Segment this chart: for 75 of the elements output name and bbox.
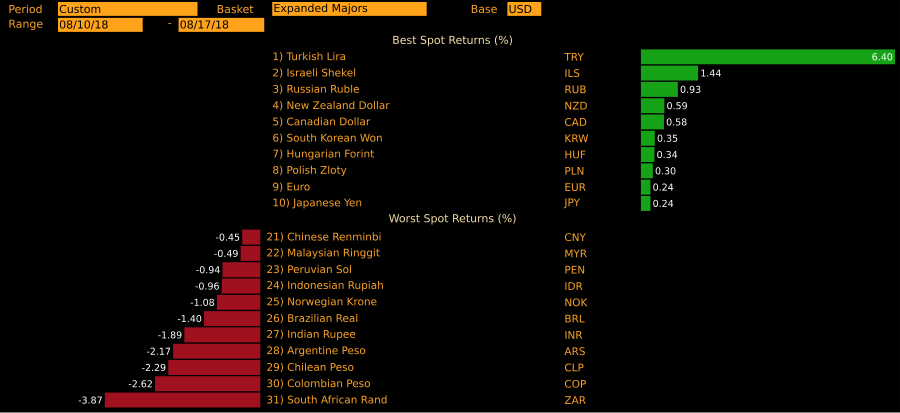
y-tick-label: 31) South African Rand bbox=[267, 396, 386, 405]
data-label: -0.49 bbox=[214, 250, 238, 258]
text: TRY bbox=[564, 53, 584, 61]
data-label: 0.35 bbox=[658, 134, 678, 142]
y-tick-label: 24) Indonesian Rupiah bbox=[267, 281, 383, 292]
text: HUF bbox=[565, 150, 586, 159]
text: Best Spot Returns (%) bbox=[393, 36, 512, 46]
text: ZAR bbox=[564, 396, 586, 404]
text: PLN bbox=[565, 167, 584, 175]
text: Period bbox=[9, 4, 42, 14]
y-tick-label: 21) Chinese Renminbi bbox=[267, 232, 380, 242]
y-tick-label: 7) Hungarian Forint bbox=[273, 150, 374, 160]
text: CAD bbox=[564, 118, 586, 126]
text: NOK bbox=[565, 298, 588, 307]
y-tick-label: 8) Polish Zloty bbox=[273, 166, 347, 176]
data-label: 0.58 bbox=[666, 118, 687, 126]
y-tick-label: 4) New Zealand Dollar bbox=[272, 101, 390, 111]
y-tick-label: 27) Indian Rupee bbox=[267, 330, 356, 340]
y-tick-label: 1) Turkish Lira bbox=[274, 52, 346, 62]
y-tick-label: 9) Euro bbox=[273, 182, 310, 192]
data-label: -2.29 bbox=[142, 364, 166, 372]
data-label: 0.24 bbox=[653, 200, 674, 208]
data-label: 0.93 bbox=[680, 86, 700, 94]
y-tick-label: 22) Malaysian Ringgit bbox=[267, 248, 380, 259]
text: COP bbox=[564, 380, 586, 388]
text: INR bbox=[565, 331, 582, 339]
data-label: -0.45 bbox=[216, 234, 240, 241]
data-label: 1.44 bbox=[701, 70, 721, 77]
y-tick-label: 23) Peruvian Sol bbox=[267, 265, 351, 275]
data-label: 0.59 bbox=[667, 102, 687, 110]
text: BRL bbox=[565, 315, 585, 323]
text: 08/17/18 bbox=[180, 20, 228, 30]
data-label: -3.87 bbox=[78, 396, 102, 404]
text: NZD bbox=[565, 102, 587, 110]
text: IDR bbox=[565, 282, 583, 290]
data-label: 6.40 bbox=[872, 53, 892, 61]
data-label: 0.34 bbox=[657, 151, 678, 158]
text: PEN bbox=[565, 266, 584, 274]
data-label: -1.40 bbox=[178, 315, 202, 322]
data-label: -2.17 bbox=[146, 348, 170, 355]
y-tick-label: 30) Colombian Peso bbox=[267, 379, 370, 389]
text: EUR bbox=[565, 183, 586, 192]
data-label: -0.94 bbox=[196, 266, 220, 274]
y-tick-label: 28) Argentine Peso bbox=[267, 346, 366, 356]
text: - bbox=[168, 23, 172, 24]
y-tick-label: 26) Brazilian Real bbox=[267, 314, 358, 324]
y-tick-label: 3) Russian Ruble bbox=[273, 84, 359, 94]
text: Custom bbox=[60, 5, 100, 14]
y-tick-label: 29) Chilean Peso bbox=[267, 363, 354, 372]
text: Range bbox=[9, 20, 43, 30]
y-tick-label: 2) Israeli Shekel bbox=[273, 68, 356, 78]
y-tick-label: 6) South Korean Won bbox=[273, 134, 382, 144]
data-label: -2.62 bbox=[128, 380, 152, 388]
text: MYR bbox=[565, 250, 587, 258]
text: RUB bbox=[565, 86, 586, 94]
text: ILS bbox=[565, 69, 580, 78]
text: KRW bbox=[565, 134, 588, 142]
y-tick-label: 5) Canadian Dollar bbox=[273, 118, 370, 127]
data-label: 0.30 bbox=[656, 167, 676, 175]
data-label: -0.96 bbox=[195, 282, 219, 290]
text: Basket bbox=[218, 4, 254, 14]
text: USD bbox=[510, 5, 532, 14]
data-label: -1.89 bbox=[158, 332, 182, 339]
y-tick-label: 10) Japanese Yen bbox=[274, 198, 362, 209]
text: JPY bbox=[564, 198, 580, 209]
text: ARS bbox=[564, 347, 585, 356]
y-tick-label: 25) Norwegian Krone bbox=[267, 298, 376, 308]
text: Base bbox=[472, 5, 497, 14]
text: 08/10/18 bbox=[60, 20, 108, 30]
data-label: 0.24 bbox=[653, 184, 674, 191]
text: CLP bbox=[564, 364, 584, 372]
data-label: -1.08 bbox=[190, 298, 214, 306]
text: Expanded Majors bbox=[274, 4, 368, 14]
text: Worst Spot Returns (%) bbox=[389, 214, 516, 225]
text: CNY bbox=[564, 233, 586, 242]
